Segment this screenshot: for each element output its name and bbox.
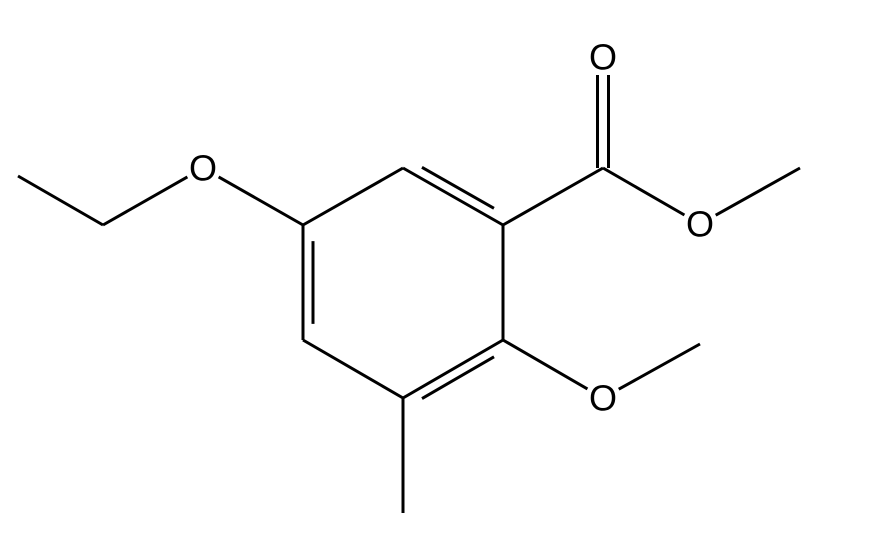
atom-label: O xyxy=(589,37,617,78)
molecule-diagram: O O O O xyxy=(0,0,884,536)
atom-label: O xyxy=(189,148,217,189)
atom-label: O xyxy=(589,378,617,419)
atom-label: O xyxy=(686,204,714,245)
